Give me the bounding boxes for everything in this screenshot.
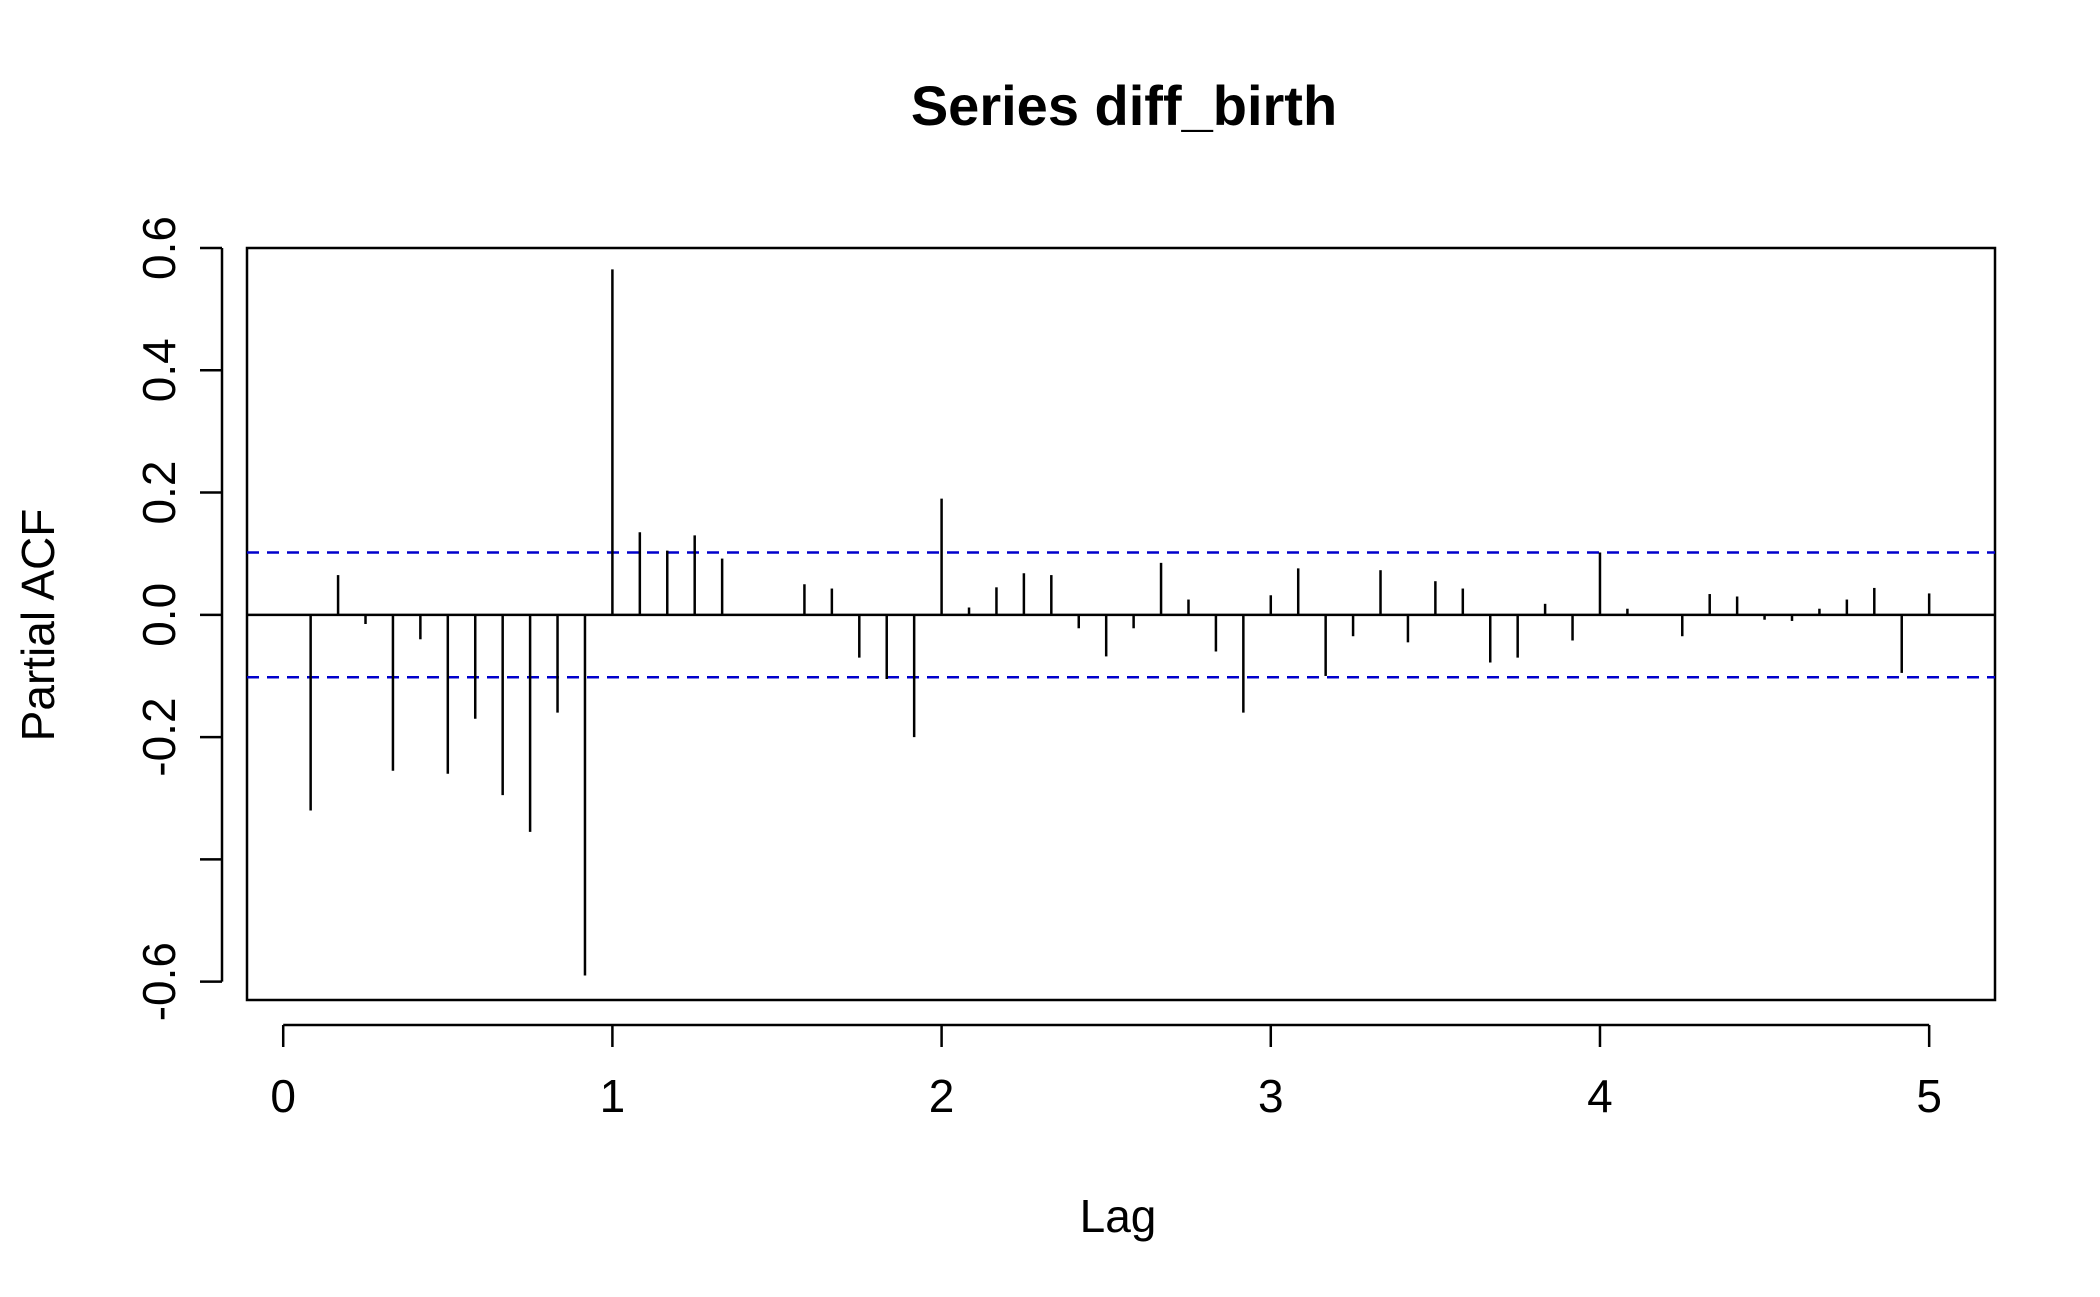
y-tick-label: -0.2: [133, 697, 185, 776]
y-tick-label: -0.6: [133, 942, 185, 1021]
x-tick-label: 1: [600, 1070, 626, 1122]
y-tick-label: 0.6: [133, 216, 185, 280]
y-tick-label: 0.4: [133, 338, 185, 402]
y-axis-label: Partial ACF: [12, 509, 64, 742]
x-tick-label: 4: [1587, 1070, 1613, 1122]
x-tick-label: 2: [929, 1070, 955, 1122]
plot-area: 0 1 2 3 4 5 -0.6 -0.2 0.0 0.2 0.4 0.6: [133, 216, 1997, 1122]
y-tick-label: 0.0: [133, 583, 185, 647]
x-tick-label: 0: [270, 1070, 296, 1122]
y-tick-label: 0.2: [133, 461, 185, 525]
chart-title: Series diff_birth: [911, 74, 1337, 137]
x-tick-label: 5: [1916, 1070, 1942, 1122]
x-tick-label: 3: [1258, 1070, 1284, 1122]
x-axis-label: Lag: [1080, 1190, 1157, 1242]
plot-frame: [245, 246, 1997, 1002]
